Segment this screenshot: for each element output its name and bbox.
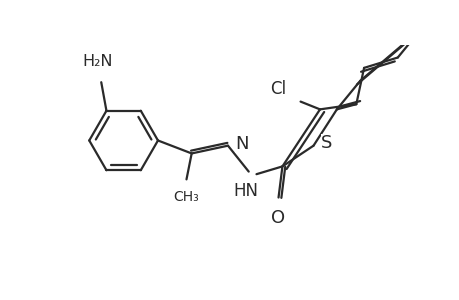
Text: Cl: Cl <box>269 80 285 98</box>
Text: O: O <box>271 209 285 227</box>
Text: H₂N: H₂N <box>82 54 112 69</box>
Text: CH₃: CH₃ <box>173 190 199 204</box>
Text: S: S <box>320 134 332 152</box>
Text: CH₃: CH₃ <box>458 4 459 18</box>
Text: HN: HN <box>233 182 258 200</box>
Text: N: N <box>235 135 248 153</box>
